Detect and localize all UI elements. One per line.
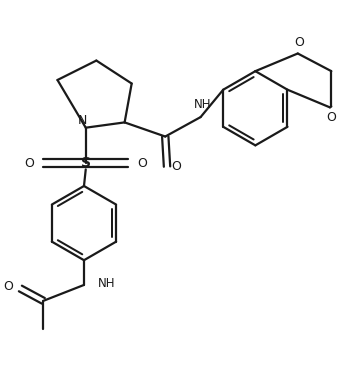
Text: N: N — [77, 114, 87, 127]
Text: O: O — [295, 36, 305, 49]
Text: O: O — [327, 112, 337, 125]
Text: NH: NH — [193, 98, 211, 111]
Text: O: O — [137, 157, 147, 170]
Text: NH: NH — [98, 277, 116, 290]
Text: O: O — [4, 280, 13, 293]
Text: O: O — [24, 157, 34, 170]
Text: S: S — [81, 156, 91, 170]
Text: O: O — [171, 160, 181, 173]
